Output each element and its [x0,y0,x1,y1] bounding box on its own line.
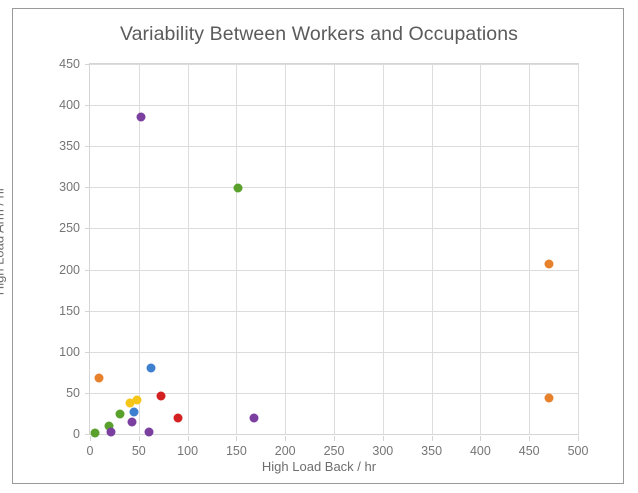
y-tick-mark [85,310,90,312]
gridline-vertical [382,64,384,434]
gridline-horizontal [90,269,578,271]
scatter-point [173,413,183,423]
x-tick-label: 350 [421,444,443,458]
y-tick-label: 250 [59,221,80,236]
scatter-point [115,409,125,419]
scatter-point [106,427,116,437]
y-tick-mark [85,434,90,435]
y-tick-label: 450 [59,57,80,71]
scatter-point [146,363,155,373]
gridline-horizontal [90,146,578,148]
y-tick-mark [85,392,90,394]
x-tick-label: 500 [567,444,589,458]
x-tick-label: 150 [225,444,247,458]
y-tick-label: 150 [59,303,80,318]
gridline-vertical [480,64,482,434]
x-tick-label: 250 [323,444,345,458]
scatter-point [249,413,259,423]
x-tick-mark [334,436,335,441]
x-tick-mark [90,436,91,441]
x-tick-mark [138,436,140,441]
gridline-horizontal [90,228,578,230]
x-tick-label: 300 [372,444,394,458]
x-tick-label: 100 [177,444,199,458]
y-tick-label: 400 [59,98,80,113]
scatter-point [544,393,554,403]
gridline-horizontal [90,351,578,353]
x-axis-label: High Load Back / hr [261,459,377,474]
x-tick-mark [578,436,579,441]
gridline-vertical [529,64,531,434]
x-tick-label: 0 [86,444,94,458]
y-tick-mark [85,228,90,230]
x-tick-mark [431,436,433,441]
scatter-point [127,417,137,427]
y-axis-label: High Load Arm / hr [0,186,7,296]
gridline-horizontal [90,310,578,312]
y-tick-mark [85,351,90,353]
gridline-horizontal [90,105,578,107]
scatter-point [129,407,139,417]
y-tick-mark [85,269,90,271]
gridline-vertical [334,64,335,434]
scatter-point [125,398,135,408]
gridline-horizontal [90,64,578,65]
scatter-point [156,391,166,401]
gridline-vertical [187,64,189,434]
y-tick-label: 350 [59,139,80,154]
scatter-point [104,421,114,431]
scatter-point [233,183,243,193]
y-tick-label: 200 [59,262,80,277]
y-tick-mark [85,187,90,189]
scatter-point [544,259,554,269]
y-tick-label: 50 [66,385,80,400]
y-tick-mark [85,64,90,65]
x-tick-label: 200 [274,444,296,458]
scatter-point [90,428,100,438]
scatter-point [94,373,104,383]
gridline-vertical [431,64,433,434]
y-tick-label: 100 [59,344,80,359]
x-tick-label: 400 [469,444,491,458]
y-tick-label: 300 [59,180,80,195]
chart-title: Variability Between Workers and Occupati… [119,23,519,45]
gridline-vertical [138,64,140,434]
gridline-horizontal [90,392,578,394]
gridline-vertical [236,64,238,434]
y-tick-label: 0 [73,427,80,441]
scatter-point [136,112,146,122]
x-tick-mark [236,436,238,441]
gridline-horizontal [90,187,578,189]
x-tick-mark [187,436,189,441]
plot-area: 0 50 100 150 200 250 300 350 400 450 500 0 50 100 150 2… [59,57,588,458]
x-tick-label: 450 [518,444,540,458]
scatter-point [132,395,142,405]
scatter-point [144,427,154,437]
gridline-vertical [285,64,287,434]
x-tick-mark [480,436,482,441]
x-tick-mark [529,436,531,441]
x-tick-label: 50 [131,444,146,458]
x-tick-mark [382,436,384,441]
y-tick-mark [85,146,90,148]
y-tick-mark [85,105,90,107]
gridline-vertical [578,64,579,434]
x-tick-mark [285,436,287,441]
chart-frame: Variability Between Workers and Occupati… [0,8,624,484]
